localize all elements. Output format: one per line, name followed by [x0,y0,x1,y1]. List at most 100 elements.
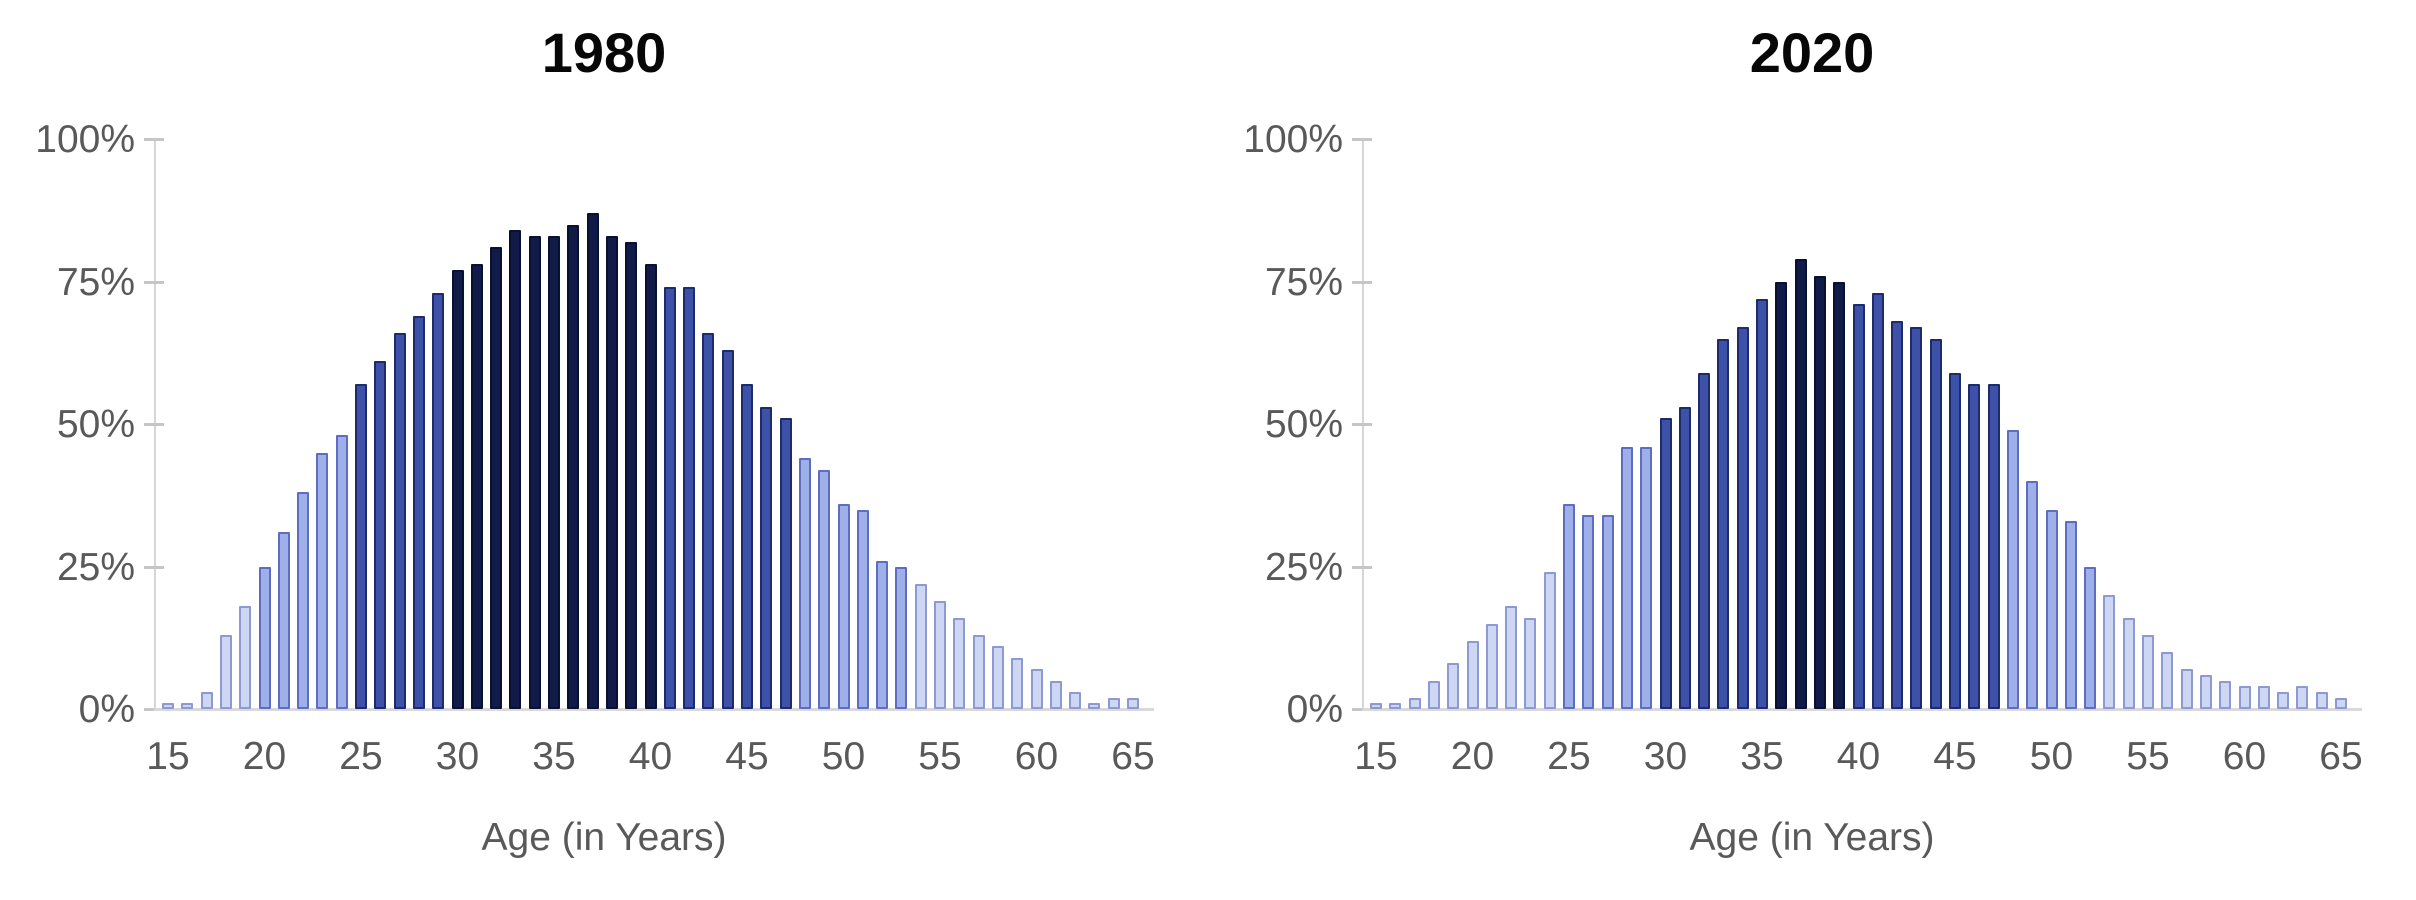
y-tick-mark [1352,138,1372,141]
bar-age-26 [374,361,387,709]
bar-age-49 [818,469,831,709]
x-tick-label: 65 [2319,735,2363,778]
bar-age-40 [1852,304,1865,709]
bar-age-31 [470,264,483,709]
bar-age-21 [1485,623,1498,709]
bar-age-28 [412,315,425,709]
x-tick-label: 40 [628,735,673,778]
bar-age-24 [335,435,348,709]
bar-age-30 [1659,418,1672,709]
bar-age-30 [451,270,464,709]
bar-age-44 [721,349,734,709]
x-tick-label: 15 [146,735,190,778]
bar-age-65 [1127,697,1139,709]
bar-age-51 [856,509,869,709]
bar-age-23 [316,452,329,709]
bar-age-31 [1678,406,1691,709]
x-tick-label: 65 [1111,735,1155,778]
bar-age-22 [1505,606,1518,709]
bar-age-42 [1891,321,1904,709]
bar-age-55 [934,600,946,709]
bar-age-59 [1011,657,1024,709]
bar-age-19 [1447,663,1460,709]
y-tick-mark [144,138,164,141]
bar-age-48 [2006,429,2019,709]
x-tick-label: 40 [1836,735,1881,778]
bar-age-23 [1524,617,1537,709]
bar-age-26 [1582,515,1595,709]
y-tick-mark [144,423,164,426]
bar-age-36 [567,224,580,709]
x-axis-line [154,708,1154,711]
x-tick-label: 30 [1643,735,1688,778]
bar-age-25 [1563,503,1575,709]
bar-age-46 [760,406,773,709]
chart-title-1980: 1980 [541,21,667,84]
y-tick-label: 25% [1264,545,1343,589]
bar-age-35 [548,235,560,709]
y-tick-label: 100% [35,118,135,161]
y-tick-mark [1352,280,1372,284]
bar-age-60 [2238,686,2251,709]
bar-age-56 [2161,652,2174,709]
bar-age-37 [586,213,599,709]
bar-age-39 [1833,281,1846,709]
x-tick-label: 15 [1354,735,1398,778]
bar-age-57 [972,634,985,709]
bar-age-25 [355,384,367,709]
bar-age-34 [1736,327,1749,709]
x-tick-label: 55 [918,735,962,778]
bar-age-58 [991,646,1004,709]
bar-age-48 [798,458,811,709]
bar-age-19 [239,606,252,709]
bar-age-53 [2103,595,2116,709]
x-tick-label: 20 [242,735,287,778]
bar-age-15 [1370,703,1382,709]
bar-age-18 [1427,680,1440,709]
bar-age-18 [219,634,232,709]
x-tick-label: 55 [2126,735,2170,778]
bar-age-16 [181,703,194,709]
bar-age-43 [702,332,715,709]
bar-age-49 [2026,481,2039,709]
bar-age-57 [2180,669,2193,709]
bar-age-61 [1049,680,1062,709]
x-tick-label: 25 [339,735,383,778]
bar-age-29 [432,292,445,709]
bar-age-63 [2296,686,2309,709]
y-tick-label: 50% [1264,403,1343,446]
bar-age-46 [1968,384,1981,709]
y-tick-mark [144,565,164,569]
x-axis-title-1980: Age (in Years) [481,816,727,859]
y-tick-mark [1352,565,1372,569]
bar-age-41 [1871,292,1884,709]
bar-age-15 [162,703,174,709]
x-tick-label: 50 [821,735,866,778]
bar-age-38 [605,235,618,709]
chart-panel-1980: 1980 100% 75% 50% 25% 0% 15 20 25 30 35 40 45 50 55 60… [35,21,1155,859]
y-tick-label: 0% [78,688,135,731]
x-tick-label: 60 [2222,735,2267,778]
bar-age-53 [895,566,908,709]
x-axis-line [1362,708,2362,711]
bar-age-47 [779,418,792,709]
bar-age-54 [914,583,927,709]
x-tick-label: 60 [1014,735,1059,778]
chart-title-2020: 2020 [1749,21,1875,84]
bar-age-28 [1620,446,1633,709]
bar-age-44 [1929,338,1942,709]
x-tick-label: 35 [1740,735,1784,778]
bar-age-33 [1717,338,1730,709]
bar-age-51 [2064,520,2077,709]
y-tick-label: 75% [1264,260,1343,304]
bar-age-24 [1543,572,1556,709]
bar-age-20 [1466,640,1479,709]
bar-age-52 [2084,566,2097,709]
bar-age-55 [2142,634,2154,709]
x-axis-title-2020: Age (in Years) [1689,816,1935,859]
bar-age-16 [1389,703,1402,709]
x-tick-label: 50 [2029,735,2074,778]
bar-age-58 [2199,674,2212,709]
bar-age-20 [258,566,271,709]
